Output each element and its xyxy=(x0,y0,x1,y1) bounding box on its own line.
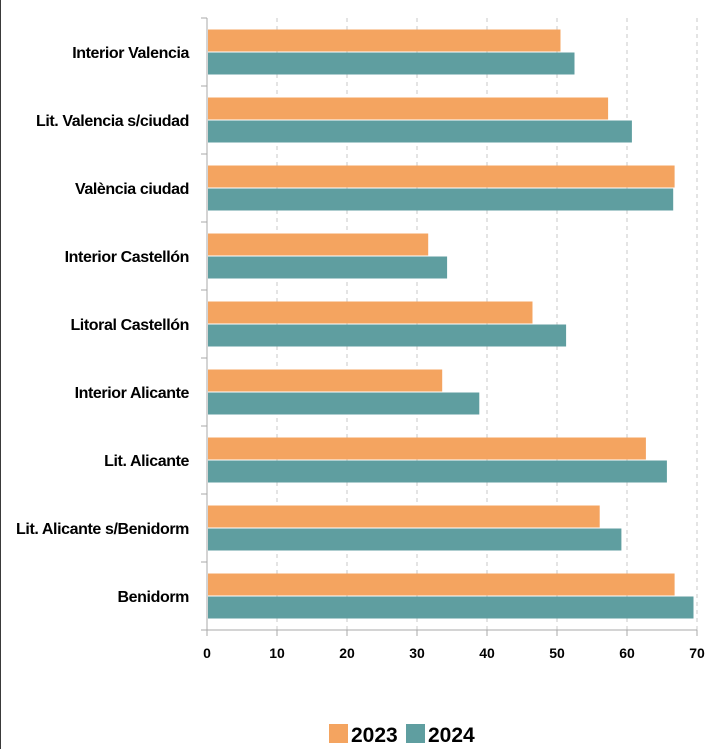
x-tick-label-60: 60 xyxy=(619,645,635,661)
x-tick-label-70: 70 xyxy=(689,645,705,661)
category-label-interior-castellon: Interior Castellón xyxy=(65,249,189,266)
x-tick-label-20: 20 xyxy=(339,645,355,661)
category-label-lit-alicante-s-benidorm: Lit. Alicante s/Benidorm xyxy=(16,521,189,538)
x-tick-labels: 0 10 20 30 40 50 60 70 xyxy=(203,645,705,661)
axes xyxy=(201,17,698,636)
bar-2023-lit-alicante xyxy=(208,437,646,460)
bar-2024-lit-alicante-s-benidorm xyxy=(208,528,622,551)
bar-2023-benidorm xyxy=(208,573,675,596)
category-label-lit-alicante: Lit. Alicante xyxy=(104,453,189,470)
category-labels: Interior Valencia Lit. Valencia s/ciudad V… xyxy=(16,45,190,606)
category-label-litoral-castellon: Litoral Castellón xyxy=(70,317,189,334)
bar-2023-litoral-castellon xyxy=(208,301,533,324)
bar-2023-lit-alicante-s-benidorm xyxy=(208,505,600,528)
legend-swatch-2024 xyxy=(406,724,425,743)
gridlines xyxy=(276,18,698,630)
bar-2024-interior-castellon xyxy=(208,256,448,279)
bar-2023-interior-valencia xyxy=(208,29,561,52)
x-tick-label-40: 40 xyxy=(479,645,495,661)
legend-label-2023: 2023 xyxy=(351,724,398,747)
x-tick-label-10: 10 xyxy=(269,645,285,661)
category-label-interior-valencia: Interior Valencia xyxy=(72,45,189,62)
category-label-valencia-ciudad: València ciudad xyxy=(75,181,189,198)
bar-2023-valencia-ciudad xyxy=(208,165,675,188)
category-label-interior-alicante: Interior Alicante xyxy=(75,385,190,402)
bar-2023-interior-castellon xyxy=(208,233,429,256)
bar-2024-lit-alicante xyxy=(208,460,667,483)
x-tick-label-0: 0 xyxy=(203,645,211,661)
legend: 2023 2024 xyxy=(329,724,475,747)
x-tick-label-50: 50 xyxy=(549,645,565,661)
legend-swatch-2023 xyxy=(329,724,348,743)
bar-2024-lit-valencia-s-ciudad xyxy=(208,120,632,143)
bar-2024-valencia-ciudad xyxy=(208,188,674,211)
x-tick-label-30: 30 xyxy=(409,645,425,661)
bar-2024-interior-alicante xyxy=(208,392,480,415)
bar-2024-litoral-castellon xyxy=(208,324,567,347)
category-label-lit-valencia-s-ciudad: Lit. Valencia s/ciudad xyxy=(36,113,189,130)
category-label-benidorm: Benidorm xyxy=(118,589,190,606)
bars xyxy=(208,29,694,619)
bar-2024-benidorm xyxy=(208,596,694,619)
legend-label-2024: 2024 xyxy=(428,724,475,747)
bar-2023-lit-valencia-s-ciudad xyxy=(208,97,609,120)
bar-2023-interior-alicante xyxy=(208,369,443,392)
bar-2024-interior-valencia xyxy=(208,52,575,75)
